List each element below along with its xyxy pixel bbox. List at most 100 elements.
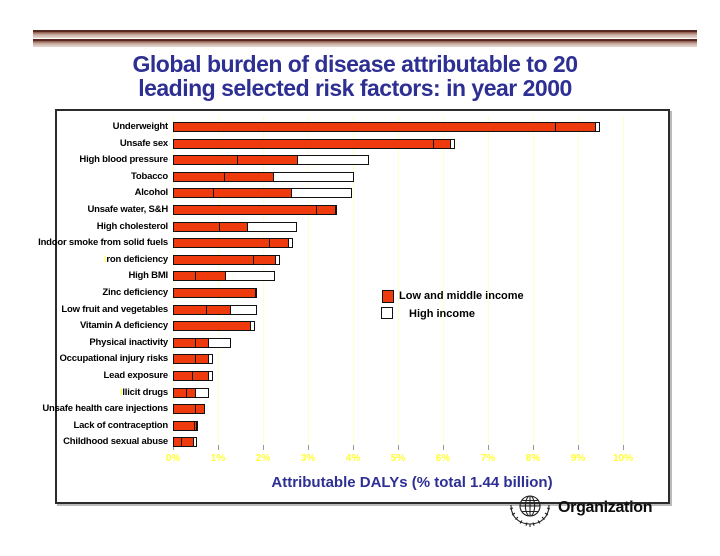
x-tick-label: 3% — [300, 453, 316, 464]
bar-unsafe-water-s-h — [173, 205, 337, 215]
bar-segment-low-middle-income — [173, 254, 254, 265]
bar-segment-low-middle-income — [173, 354, 196, 365]
bar-segment-low-middle-income — [253, 254, 276, 265]
bar-unsafe-health-care-injections — [173, 404, 205, 415]
x-tick-label: 7% — [480, 453, 496, 464]
gridline — [308, 115, 309, 445]
bar-underweight — [173, 122, 600, 132]
bar-occupational-injury-risks — [173, 354, 213, 365]
bar-segment-low-middle-income — [173, 171, 225, 182]
bar-segment-low-middle-income — [173, 420, 195, 431]
bar-zinc-deficiency — [173, 288, 257, 298]
legend-swatch-high-income — [381, 307, 393, 319]
row-label: Unsafe water, S&H — [87, 204, 168, 215]
bar-segment-high-income — [208, 337, 231, 348]
bar-segment-low-middle-income — [433, 138, 451, 149]
bar-segment-low-middle-income — [173, 304, 207, 315]
row-label: Zinc deficiency — [102, 287, 168, 298]
bar-segment-low-middle-income — [173, 387, 187, 398]
bar-segment-high-income — [288, 238, 293, 249]
row-label-yellow-initial: I — [119, 386, 123, 398]
bar-physical-inactivity — [173, 337, 231, 348]
bar-segment-high-income — [230, 304, 257, 315]
bar-segment-low-middle-income — [173, 404, 196, 415]
slide-title-line2: leading selected risk factors: in year 2… — [138, 75, 572, 101]
bar-low-fruit-and-vegetables — [173, 304, 257, 315]
bar-segment-low-middle-income — [173, 321, 251, 332]
bar-segment-high-income — [450, 138, 455, 149]
bar-segment-low-middle-income — [195, 354, 209, 365]
x-tick-label: 5% — [390, 453, 406, 464]
row-label: Vitamin A deficiency — [79, 320, 168, 332]
bar-vitamin-a-deficiency — [173, 321, 255, 332]
axis-tick — [623, 445, 624, 450]
bar-segment-low-middle-income — [316, 205, 336, 215]
row-label: Lack of contraception — [73, 419, 168, 431]
legend-label-high-income: High income — [409, 308, 476, 320]
bar-segment-low-middle-income — [173, 371, 193, 381]
bar-segment-low-middle-income — [192, 371, 209, 381]
axis-tick — [533, 445, 534, 450]
x-tick-label: 4% — [345, 453, 361, 464]
gridline — [578, 115, 579, 445]
bar-segment-low-middle-income — [269, 238, 289, 249]
bar-segment-low-middle-income — [173, 221, 220, 232]
x-tick-label: 6% — [435, 453, 451, 464]
slide-title: Global burden of disease attributable to… — [30, 52, 680, 100]
bar-segment-low-middle-income — [173, 288, 256, 298]
row-label: Illicit drugs — [119, 386, 168, 398]
row-label: Unsafe health care injections — [42, 403, 168, 415]
axis-tick — [308, 445, 309, 450]
row-label-yellow-initial: I — [103, 253, 107, 265]
gridline — [353, 115, 354, 445]
bar-segment-high-income — [250, 321, 255, 332]
row-label: Childhood sexual abuse — [63, 436, 168, 448]
row-label: Indoor smoke from solid fuels — [38, 237, 168, 249]
x-tick-label: 9% — [570, 453, 586, 464]
bar-segment-low-middle-income — [213, 188, 292, 199]
bar-segment-high-income — [247, 221, 297, 232]
legend-label-low-middle-income: Low and middle income — [399, 290, 524, 302]
bar-segment-high-income — [273, 171, 354, 182]
bar-segment-low-middle-income — [237, 155, 298, 166]
x-tick-label: 1% — [210, 453, 226, 464]
who-logo: Organization — [506, 493, 706, 538]
decorative-rule — [33, 30, 697, 38]
bar-segment-low-middle-income — [195, 404, 205, 415]
x-tick-label: 2% — [255, 453, 271, 464]
row-label: Alcohol — [134, 187, 169, 199]
axis-tick — [488, 445, 489, 450]
bar-segment-low-middle-income — [219, 221, 248, 232]
bar-segment-high-income — [208, 371, 213, 381]
bar-unsafe-sex — [173, 138, 455, 149]
top-decorative-rules — [33, 30, 697, 47]
gridline — [443, 115, 444, 445]
bar-high-blood-pressure — [173, 155, 369, 166]
bar-segment-low-middle-income — [173, 188, 214, 199]
axis-tick — [218, 445, 219, 450]
x-tick-label: 8% — [525, 453, 541, 464]
bar-segment-low-middle-income — [173, 155, 238, 166]
gridline — [623, 115, 624, 445]
bar-iron-deficiency — [173, 254, 280, 265]
row-label: Underweight — [112, 121, 169, 132]
bar-segment-low-middle-income — [173, 122, 556, 132]
axis-tick — [353, 445, 354, 450]
bar-indoor-smoke-from-solid-fuels — [173, 238, 293, 249]
axis-tick — [398, 445, 399, 450]
x-tick-label: 0% — [165, 453, 181, 464]
bar-segment-high-income — [297, 155, 369, 166]
bar-segment-low-middle-income — [555, 122, 596, 132]
bar-lack-of-contraception — [173, 420, 198, 431]
bar-segment-low-middle-income — [173, 205, 317, 215]
row-label: Physical inactivity — [89, 336, 168, 348]
bar-childhood-sexual-abuse — [173, 437, 197, 448]
row-label: High cholesterol — [96, 220, 168, 232]
bar-high-cholesterol — [173, 221, 297, 232]
bar-segment-high-income — [225, 271, 275, 282]
bar-segment-low-middle-income — [173, 271, 196, 282]
row-label: High BMI — [128, 270, 168, 282]
bar-segment-low-middle-income — [173, 337, 196, 348]
axis-tick — [173, 445, 174, 450]
slide-title-line1: Global burden of disease attributable to… — [132, 51, 578, 77]
